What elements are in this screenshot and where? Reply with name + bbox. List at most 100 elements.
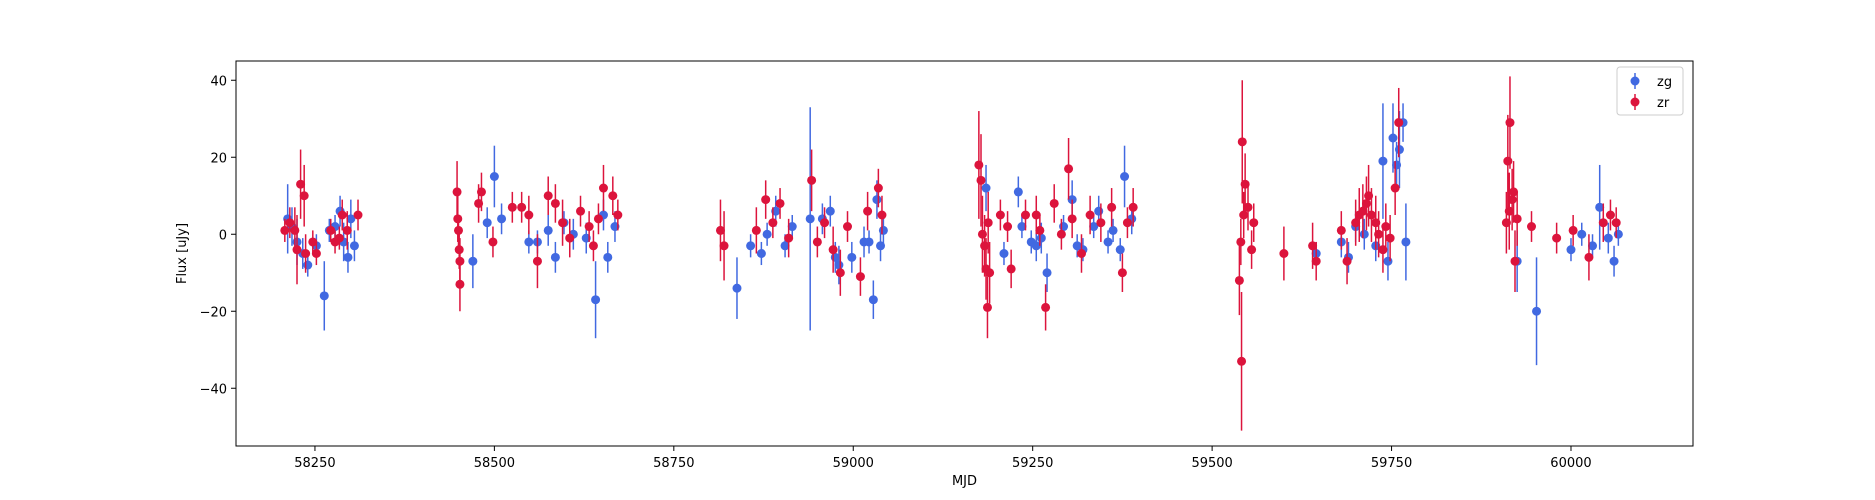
y-tick-label: −40 [200, 382, 227, 397]
data-point [1609, 256, 1619, 266]
data-point [1120, 172, 1130, 181]
plot-frame [235, 60, 1694, 447]
data-point [768, 218, 778, 228]
data-point [296, 179, 306, 189]
plot-series [280, 76, 1623, 431]
data-point [292, 245, 302, 255]
data-point [864, 237, 874, 247]
data-point [999, 249, 1009, 258]
data-point [452, 187, 462, 197]
data-point [1374, 229, 1384, 239]
data-point [342, 225, 352, 235]
data-point [584, 222, 594, 232]
data-point [812, 237, 822, 247]
data-point [834, 260, 844, 270]
data-point [1505, 118, 1515, 128]
data-point [1237, 356, 1247, 366]
legend-label: zg [1657, 75, 1672, 90]
data-point [558, 218, 568, 228]
data-point [719, 241, 729, 251]
data-point [1013, 187, 1023, 197]
data-point [982, 302, 992, 312]
y-tick-label: 40 [210, 74, 227, 89]
data-point [807, 175, 817, 185]
data-point [1094, 206, 1104, 216]
data-point [1388, 133, 1398, 143]
x-tick-label: 58500 [474, 456, 515, 471]
data-point [1394, 118, 1404, 128]
data-point [872, 195, 882, 205]
data-point [877, 210, 887, 220]
data-point [847, 252, 857, 262]
data-point [593, 214, 603, 224]
data-point [1021, 210, 1031, 220]
data-point [1361, 198, 1371, 208]
data-point [1031, 210, 1041, 220]
data-point [326, 225, 336, 235]
data-point [565, 233, 575, 243]
data-point [1509, 187, 1519, 197]
data-point [1603, 233, 1613, 243]
data-point [1383, 256, 1393, 266]
data-point [976, 175, 986, 185]
data-point [1096, 218, 1106, 228]
data-point [613, 210, 623, 220]
data-point [985, 268, 995, 278]
x-tick-label: 58750 [653, 456, 694, 471]
data-point [1503, 156, 1513, 166]
data-point [1401, 237, 1411, 247]
data-point [1059, 222, 1069, 232]
data-point [1552, 233, 1562, 243]
legend-box [1616, 66, 1684, 116]
data-point [1568, 225, 1578, 235]
data-point [524, 237, 534, 247]
data-point [980, 241, 990, 251]
data-point [1512, 214, 1522, 224]
data-point [751, 225, 761, 235]
legend-item-zg: zg [1630, 73, 1672, 90]
data-point [1532, 306, 1542, 316]
data-point [1041, 302, 1051, 312]
data-point [1035, 225, 1045, 235]
x-tick-label: 58250 [294, 456, 335, 471]
data-point [1122, 218, 1132, 228]
data-point [1381, 222, 1391, 232]
data-point [598, 183, 608, 193]
data-point [1236, 237, 1246, 247]
legend: zg zr [1616, 66, 1684, 116]
data-point [1336, 225, 1346, 235]
data-point [835, 268, 845, 278]
data-point [1577, 229, 1587, 239]
data-point [756, 249, 766, 258]
legend-marker [1630, 76, 1640, 86]
data-point [524, 210, 534, 220]
data-point [1605, 210, 1615, 220]
data-point [868, 295, 878, 305]
data-point [1527, 222, 1537, 232]
data-point [308, 237, 318, 247]
data-point [303, 260, 313, 270]
x-tick-label: 59250 [1012, 456, 1053, 471]
data-point [805, 214, 815, 224]
data-point [1076, 249, 1086, 258]
data-point [1584, 252, 1594, 262]
data-point [346, 214, 356, 224]
data-point [1107, 202, 1117, 212]
data-point [301, 249, 311, 258]
x-tick-label: 59500 [1191, 456, 1232, 471]
y-tick-label: −20 [200, 305, 227, 320]
data-point [1237, 137, 1247, 147]
data-point [1117, 268, 1127, 278]
data-point [1342, 256, 1352, 266]
data-point [468, 256, 478, 266]
data-point [353, 210, 363, 220]
data-point [1598, 218, 1608, 228]
data-point [550, 198, 560, 208]
data-point [732, 283, 742, 293]
data-point [1249, 218, 1259, 228]
data-point [1510, 256, 1520, 266]
data-point [1056, 229, 1066, 239]
data-point [576, 206, 586, 216]
x-tick-label: 60000 [1550, 456, 1591, 471]
